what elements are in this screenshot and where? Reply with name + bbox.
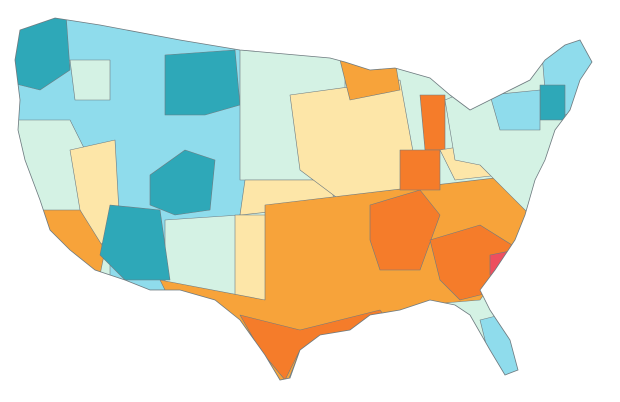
region-montana	[164, 49, 241, 116]
region-new-york	[489, 89, 541, 131]
region-wa-coast	[15, 18, 71, 91]
country-outline	[14, 17, 593, 381]
region-indiana	[399, 149, 441, 191]
region-sc-coast	[489, 249, 516, 281]
region-vermont	[539, 84, 566, 121]
region-wa-east	[69, 59, 111, 101]
region-utah-colorado	[149, 149, 216, 216]
region-arizona	[99, 204, 171, 281]
